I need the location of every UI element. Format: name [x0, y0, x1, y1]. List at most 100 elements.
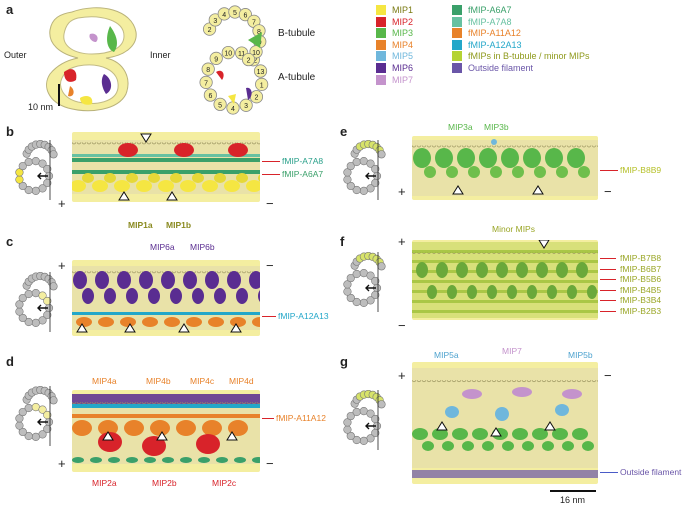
- pf-dot: [352, 297, 361, 307]
- pf-dot: [346, 161, 355, 171]
- panel-f-arrow-label: fMIP-B5B6: [620, 274, 662, 285]
- pf-circle: 13: [253, 64, 268, 78]
- pf-dot: [371, 414, 380, 424]
- pf-dot: [18, 293, 27, 303]
- pf-dot: [352, 407, 361, 417]
- pf-circle: 7: [199, 75, 213, 89]
- pf-dot: [359, 436, 368, 445]
- pf-dot: [24, 185, 33, 195]
- pf-dot: [38, 291, 47, 300]
- panel-b-plus: +: [58, 196, 66, 211]
- pf-dot: [352, 185, 361, 195]
- legend-swatch: [452, 51, 462, 62]
- legend-item: fMIP-A12A13: [452, 39, 522, 50]
- svg-text:4: 4: [222, 12, 226, 19]
- panel-b-density: [72, 132, 260, 202]
- panel-c-pf-diagram: [15, 272, 58, 332]
- pf-circle: 2: [241, 52, 256, 67]
- panel-e-mip3a: MIP3a: [448, 122, 473, 132]
- svg-text:3: 3: [244, 103, 248, 110]
- svg-text:4: 4: [231, 106, 235, 113]
- panel-f-arrow-label: fMIP-B7B8: [620, 253, 662, 263]
- pf-dot: [43, 424, 52, 434]
- pf-dot: [15, 300, 24, 309]
- red-arrow: [600, 258, 616, 259]
- b-tubule-label: B-tubule: [278, 28, 316, 39]
- pf-dot: [352, 435, 361, 445]
- pf-dot: [359, 186, 368, 195]
- panel-c-mip6a: MIP6a: [150, 242, 175, 252]
- panel-b-arrow-label-1: fMIP-A7A8: [282, 156, 324, 166]
- panel-g-mip7: MIP7: [502, 346, 522, 356]
- panel-b-mip1b: MIP1b: [166, 220, 192, 230]
- scale-bar-16nm: [550, 490, 596, 492]
- panel-g-pf-diagram: [343, 390, 386, 450]
- panel-f-minor-mips: Minor MIPs: [492, 224, 535, 234]
- pf-dot: [49, 396, 58, 405]
- panel-d-plus: +: [58, 456, 66, 471]
- panel-f-pf-diagram: [343, 252, 386, 312]
- pf-dot: [31, 432, 40, 441]
- legend-label: MIP4: [392, 39, 414, 50]
- legend-label: fMIPs in B-tubule / minor MIPs: [468, 51, 590, 62]
- pf-dot: [24, 157, 33, 167]
- legend-label: fMIP-A7A8: [468, 16, 512, 27]
- svg-text:10: 10: [252, 50, 260, 57]
- pf-dot: [343, 287, 352, 296]
- legend-swatch: [376, 5, 386, 15]
- panel-e-minus: −: [604, 184, 612, 199]
- panel-f-minus: −: [398, 318, 406, 333]
- legend-item: MIP1: [376, 5, 413, 15]
- pf-circle: 10: [249, 45, 263, 59]
- svg-text:2: 2: [247, 58, 251, 65]
- panel-d-arrow-label: fMIP-A11A12: [276, 413, 326, 423]
- panel-c-arrow-label: fMIP-A12A13: [278, 311, 329, 321]
- pf-circle: 5: [213, 97, 227, 111]
- legend-item: Outside filament: [452, 63, 533, 73]
- panel-e-pf-diagram: [343, 140, 386, 200]
- pointer-arrow: [600, 472, 618, 473]
- panel-f-arrow-label: fMIP-B4B5: [620, 284, 662, 295]
- pf-dot: [43, 164, 52, 174]
- pointer-arrow: [600, 170, 618, 171]
- pf-dot: [15, 168, 24, 177]
- pf-circle: 8: [201, 62, 215, 76]
- pf-dot: [343, 168, 352, 177]
- pf-circle: 10: [221, 45, 235, 60]
- scale-bar-10nm: [58, 84, 60, 106]
- pf-dot: [24, 317, 33, 327]
- pf-dot: [371, 428, 380, 438]
- red-arrow: [600, 289, 616, 291]
- legend-label: fMIP-A6A7: [468, 5, 512, 15]
- svg-text:2: 2: [254, 95, 258, 102]
- legend-swatch: [376, 39, 386, 50]
- pf-dot: [31, 318, 40, 327]
- panel-d-mip4c: MIP4c: [190, 376, 215, 386]
- pf-dot: [346, 293, 355, 303]
- svg-text:5: 5: [218, 102, 222, 109]
- panel-g-density: [412, 362, 598, 484]
- legend-swatch: [376, 16, 386, 27]
- pf-dot: [343, 175, 352, 184]
- svg-text:2: 2: [208, 27, 212, 34]
- panel-d-mip2c: MIP2c: [212, 478, 237, 488]
- pf-dot: [366, 271, 375, 280]
- pf-dot: [359, 298, 368, 307]
- legend-swatch: [452, 39, 462, 50]
- pointer-arrow: [262, 316, 276, 317]
- panel-f-arrow-label: fMIP-B3B4: [620, 295, 662, 306]
- panel-c-plus: +: [58, 258, 66, 273]
- inner-label: Inner: [150, 50, 171, 60]
- svg-text:6: 6: [208, 93, 212, 100]
- pf-dot: [346, 181, 355, 191]
- legend-item: fMIP-A11A12: [452, 28, 521, 39]
- panel-c-density: [72, 260, 260, 336]
- legend-label: MIP1: [392, 5, 414, 15]
- pf-dot: [18, 161, 27, 171]
- pf-dot: [352, 269, 361, 279]
- legend-label: MIP7: [392, 74, 414, 85]
- panel-f-arrow-label: fMIP-B2B3: [620, 306, 662, 316]
- panel-e-density: [412, 136, 598, 200]
- panel-b-minus: −: [266, 196, 274, 211]
- pf-circle: 6: [203, 88, 217, 102]
